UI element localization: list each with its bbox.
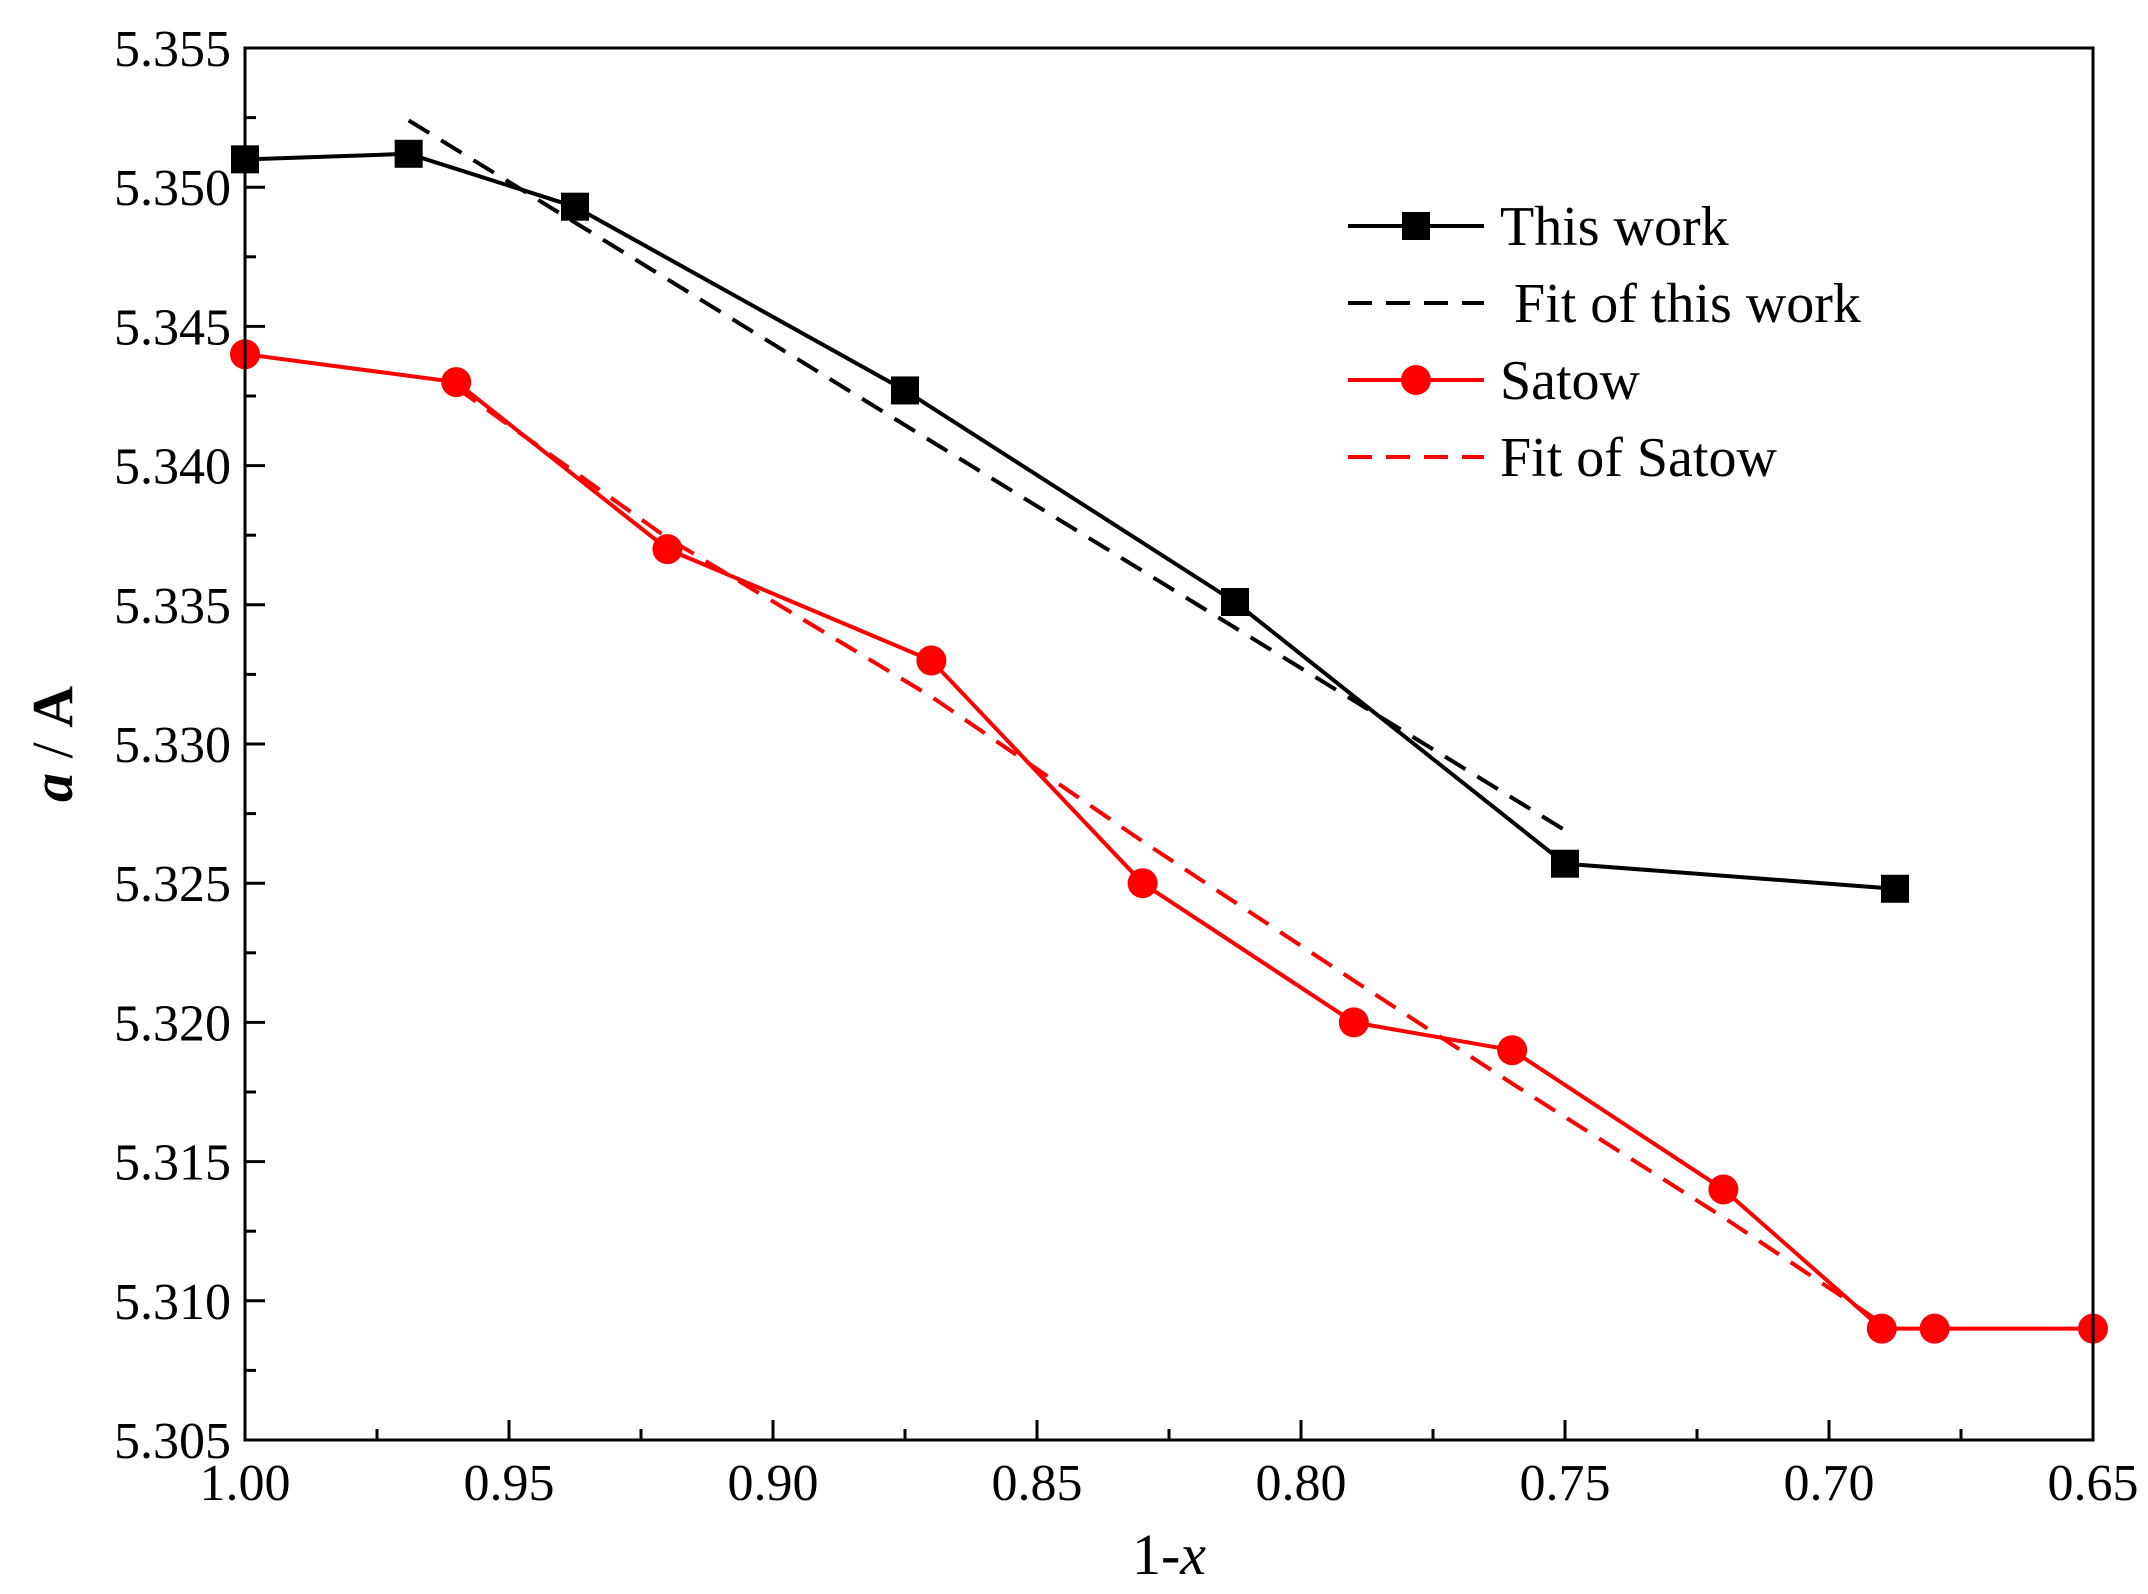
y-tick-label: 5.320 [114, 995, 231, 1052]
y-tick-label: 5.345 [114, 299, 231, 356]
series-line [244, 352, 2093, 1331]
series-2 [230, 339, 2108, 1344]
data-point-circle [916, 645, 947, 676]
y-tick-label: 5.310 [114, 1274, 231, 1331]
y-tick-label: 5.305 [114, 1413, 231, 1470]
data-point-circle [1708, 1174, 1739, 1205]
x-tick-label: 0.90 [728, 1455, 819, 1512]
x-tick-label: 0.65 [2048, 1455, 2139, 1512]
data-point-square [891, 376, 919, 405]
series-3 [455, 385, 1883, 1325]
data-point-circle [1497, 1035, 1528, 1066]
x-tick-label: 0.95 [464, 1455, 555, 1512]
y-axis-title: a / A [20, 686, 85, 802]
x-axis: 1.00 0.95 0.90 0.85 0.80 0.75 0.70 0.65 [200, 1420, 2139, 1512]
x-tick-label: 0.75 [1520, 1455, 1611, 1512]
y-axis-title-unit: A [20, 686, 85, 728]
series-0 [231, 139, 1909, 903]
x-tick-label: 0.80 [1256, 1455, 1347, 1512]
legend: This work Fit of this work Satow Fit of Sa… [1348, 196, 1861, 489]
legend-label: This work [1500, 196, 1729, 258]
x-tick-label: 1.00 [200, 1455, 291, 1512]
series-line [244, 151, 1896, 891]
y-tick-label: 5.335 [114, 578, 231, 635]
y-tick-label: 5.325 [114, 856, 231, 913]
legend-label: Fit of this work [1500, 273, 1861, 335]
y-tick-label: 5.350 [114, 160, 231, 217]
data-point-square [561, 192, 589, 221]
y-tick-label: 5.330 [114, 717, 231, 774]
x-axis-title-prefix: 1- [1132, 1522, 1180, 1587]
data-point-circle [652, 534, 683, 565]
legend-marker-square [1402, 212, 1430, 240]
legend-label: Fit of Satow [1500, 427, 1777, 489]
y-axis-title-separator: / [20, 728, 85, 773]
legend-marker-circle [1401, 365, 1431, 395]
data-point-square [1551, 849, 1579, 878]
fit-line [455, 385, 1883, 1325]
x-tick-label: 0.70 [1784, 1455, 1875, 1512]
y-tick-label: 5.340 [114, 439, 231, 496]
plot-content [230, 118, 2108, 1344]
y-tick-label: 5.355 [114, 21, 231, 78]
data-point-circle [441, 367, 472, 398]
x-tick-label: 0.85 [992, 1455, 1083, 1512]
x-axis-title: 1-x [1132, 1522, 1206, 1587]
legend-item: Fit of this work [1348, 273, 1861, 335]
y-axis: 5.305 5.310 5.315 5.320 5.325 5.330 5.335 5.340… [114, 21, 265, 1470]
data-point-circle [1919, 1313, 1950, 1344]
data-point-circle [1338, 1007, 1369, 1038]
data-point-square [1221, 588, 1249, 617]
x-axis-title-variable: x [1179, 1522, 1206, 1587]
y-tick-label: 5.315 [114, 1135, 231, 1192]
data-point-circle [1127, 868, 1158, 899]
legend-item: Fit of Satow [1348, 427, 1777, 489]
y-axis-title-variable: a [20, 773, 85, 802]
plot-frame [243, 46, 2095, 1442]
legend-label: Satow [1500, 350, 1641, 412]
legend-item: This work [1348, 196, 1729, 258]
data-point-square [394, 139, 423, 168]
legend-item: Satow [1348, 350, 1641, 412]
data-point-square [1881, 874, 1909, 903]
data-point-circle [1866, 1313, 1897, 1344]
